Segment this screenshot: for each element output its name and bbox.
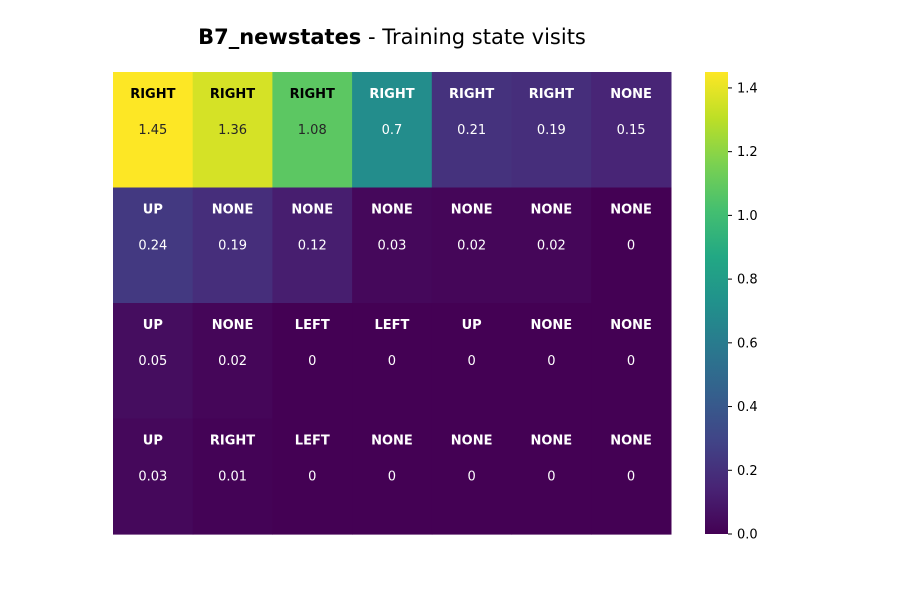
heatmap-cell — [511, 72, 592, 189]
cell-value-label: 0.19 — [218, 239, 247, 254]
cell-value-label: 0.21 — [457, 123, 486, 138]
cell-value-label: 0 — [627, 239, 635, 254]
heatmap-grid: RIGHT 1.45 RIGHT 1.36 RIGHT 1.08 RIGHT 0.7 RIGHT… — [113, 72, 672, 535]
heatmap-cell — [511, 187, 592, 304]
heatmap-cell — [352, 418, 433, 535]
cell-action-label: RIGHT — [290, 87, 335, 102]
cell-value-label: 0.12 — [298, 239, 327, 254]
cell-value-label: 1.36 — [218, 123, 247, 138]
cell-value-label: 0 — [468, 470, 476, 485]
cell-value-label: 0.7 — [382, 123, 403, 138]
cell-value-label: 0.03 — [138, 470, 167, 485]
cell-value-label: 0 — [627, 470, 635, 485]
cell-value-label: 0 — [547, 354, 555, 369]
cell-action-label: NONE — [530, 318, 572, 333]
cell-action-label: UP — [462, 318, 482, 333]
cell-action-label: RIGHT — [529, 87, 574, 102]
cell-action-label: NONE — [610, 203, 652, 218]
heatmap-cell — [591, 72, 672, 189]
heatmap-cell — [511, 303, 592, 420]
heatmap-cell — [113, 303, 194, 420]
cell-value-label: 0.02 — [218, 354, 247, 369]
cell-action-label: NONE — [530, 203, 572, 218]
cell-value-label: 0.19 — [537, 123, 566, 138]
cell-value-label: 0 — [308, 470, 316, 485]
cell-value-label: 0.02 — [457, 239, 486, 254]
colorbar-tick-label: 0.8 — [737, 273, 758, 288]
heatmap-cell — [431, 418, 513, 535]
cell-action-label: LEFT — [295, 318, 330, 333]
cell-value-label: 0.01 — [218, 470, 247, 485]
cell-action-label: NONE — [451, 434, 493, 449]
heatmap-cell — [272, 72, 353, 189]
cell-action-label: NONE — [371, 203, 413, 218]
colorbar-tick-label: 0.4 — [737, 400, 758, 415]
heatmap-cell — [431, 72, 513, 189]
cell-value-label: 0 — [627, 354, 635, 369]
heatmap-cell — [272, 418, 353, 535]
cell-value-label: 0.15 — [617, 123, 646, 138]
cell-action-label: NONE — [451, 203, 493, 218]
heatmap-cell — [431, 187, 513, 304]
cell-action-label: NONE — [610, 434, 652, 449]
cell-action-label: RIGHT — [210, 87, 255, 102]
cell-value-label: 0.05 — [138, 354, 167, 369]
cell-action-label: RIGHT — [210, 434, 255, 449]
chart-title-rest: - Training state visits — [361, 25, 586, 49]
cell-action-label: NONE — [291, 203, 333, 218]
heatmap-cell — [113, 187, 194, 304]
colorbar: 0.0 0.2 0.4 0.6 0.8 1.0 1.2 1.4 — [705, 72, 758, 543]
cell-action-label: LEFT — [295, 434, 330, 449]
cell-action-label: RIGHT — [369, 87, 414, 102]
cell-value-label: 1.08 — [298, 123, 327, 138]
cell-action-label: NONE — [212, 318, 254, 333]
cell-value-label: 0 — [468, 354, 476, 369]
heatmap-cell — [591, 418, 672, 535]
heatmap-cell — [192, 418, 273, 535]
cell-action-label: RIGHT — [449, 87, 494, 102]
cell-value-label: 0.24 — [138, 239, 167, 254]
colorbar-tick-label: 0.0 — [737, 528, 758, 543]
colorbar-gradient — [705, 72, 728, 534]
cell-action-label: UP — [143, 434, 163, 449]
heatmap-cell — [591, 187, 672, 304]
heatmap-cell — [431, 303, 513, 420]
cell-action-label: RIGHT — [130, 87, 175, 102]
heatmap-cell — [192, 187, 273, 304]
heatmap-cell — [352, 72, 433, 189]
cell-value-label: 0 — [547, 470, 555, 485]
heatmap-cell — [591, 303, 672, 420]
heatmap-cell — [272, 187, 353, 304]
cell-action-label: LEFT — [374, 318, 409, 333]
heatmap-cell — [272, 303, 353, 420]
cell-action-label: NONE — [530, 434, 572, 449]
colorbar-tick-label: 1.4 — [737, 81, 758, 96]
heatmap-cell — [352, 187, 433, 304]
colorbar-tick-label: 0.2 — [737, 464, 758, 479]
heatmap-cell — [113, 72, 194, 189]
cell-action-label: NONE — [212, 203, 254, 218]
cell-action-label: NONE — [610, 318, 652, 333]
cell-value-label: 0.02 — [537, 239, 566, 254]
heatmap-cell — [192, 72, 273, 189]
chart-title: B7_newstates - Training state visits — [198, 25, 586, 49]
cell-value-label: 0 — [388, 470, 396, 485]
colorbar-tick-label: 1.0 — [737, 209, 758, 224]
cell-value-label: 0 — [388, 354, 396, 369]
cell-value-label: 0 — [308, 354, 316, 369]
cell-action-label: NONE — [371, 434, 413, 449]
heatmap-cell — [511, 418, 592, 535]
colorbar-tick-label: 0.6 — [737, 336, 758, 351]
cell-action-label: NONE — [610, 87, 652, 102]
heatmap-cell — [113, 418, 194, 535]
colorbar-tick-label: 1.2 — [737, 145, 758, 160]
cell-action-label: UP — [143, 203, 163, 218]
cell-value-label: 0.03 — [377, 239, 406, 254]
cell-value-label: 1.45 — [138, 123, 167, 138]
chart-title-bold: B7_newstates — [198, 25, 361, 49]
heatmap-cell — [352, 303, 433, 420]
heatmap-cell — [192, 303, 273, 420]
cell-action-label: UP — [143, 318, 163, 333]
